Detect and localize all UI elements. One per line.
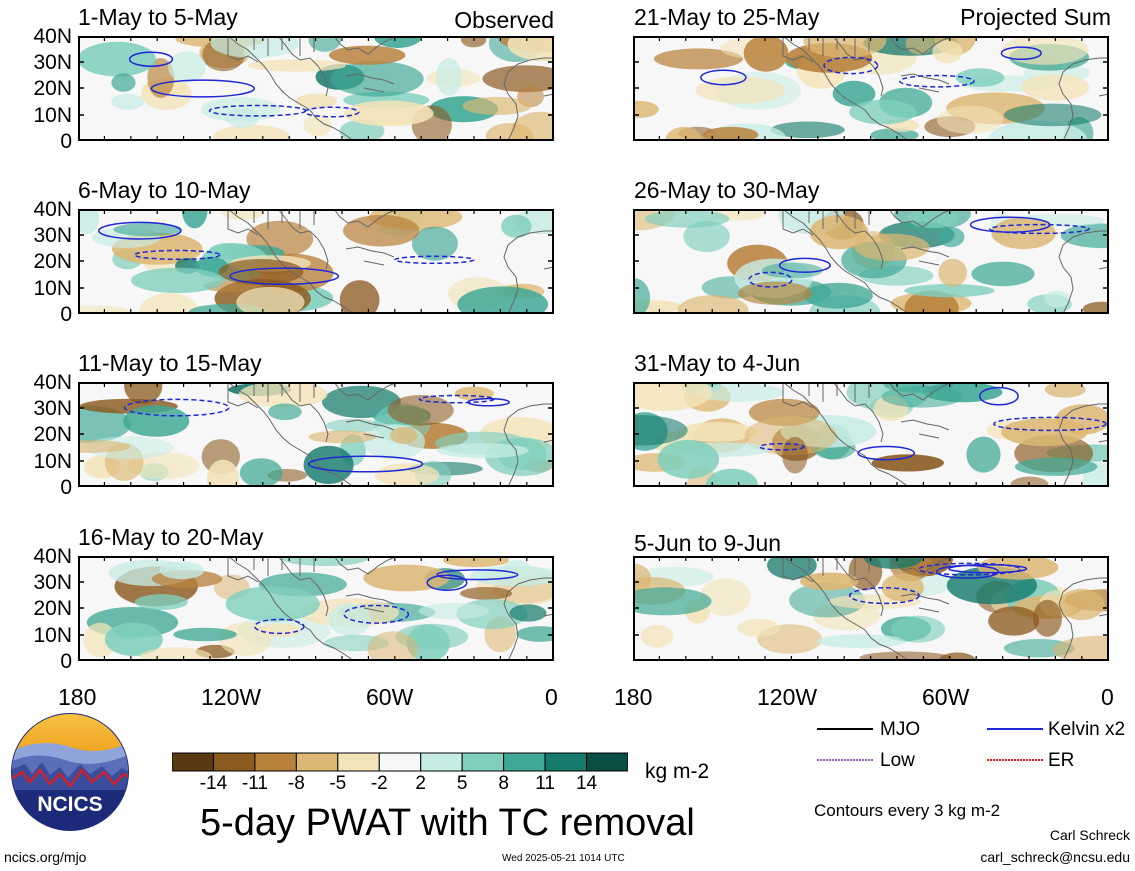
footer-timestamp: Wed 2025-05-21 1014 UTC [502, 853, 625, 864]
footer-email: carl_schreck@ncsu.edu [980, 849, 1130, 865]
lat-label: 30N [33, 51, 72, 74]
colorbar-swatch [212, 752, 256, 772]
panel-title: 21-May to 25-May [634, 4, 820, 30]
lat-label: 40N [33, 371, 72, 394]
main-title: 5-day PWAT with TC removal [200, 802, 695, 844]
footer-author: Carl Schreck [1049, 827, 1130, 843]
map-panel [78, 36, 554, 141]
legend-low-label: Low [880, 750, 915, 771]
lat-label: 0 [60, 303, 72, 326]
colorbar-swatch [171, 752, 214, 772]
legend-kelvin-label: Kelvin x2 [1048, 719, 1126, 740]
colorbar-tick-label: -2 [370, 773, 388, 794]
colorbar-tick-label: -14 [199, 773, 228, 794]
footer-url: ncics.org/mjo [4, 849, 87, 865]
map-panel [78, 556, 554, 661]
lat-label: 10N [33, 277, 72, 300]
colorbar-tick-label: -8 [287, 773, 305, 794]
lon-label-left-120w: 120W [201, 684, 262, 710]
colorbar-swatch [337, 752, 380, 772]
contour-interval-note: Contours every 3 kg m-2 [814, 801, 1001, 820]
lon-label-right-60w: 60W [922, 684, 970, 710]
lon-label-right-180: 180 [614, 684, 653, 710]
lat-label: 0 [60, 130, 72, 153]
lat-label: 20N [33, 77, 72, 100]
legend-mjo-label: MJO [880, 719, 921, 740]
map-panel [633, 382, 1109, 487]
lat-label: 20N [33, 250, 72, 273]
colorbar-swatch [586, 752, 629, 772]
colorbar-swatch [254, 752, 297, 772]
lat-label: 30N [33, 397, 72, 420]
panel-corner-label: Projected Sum [960, 4, 1111, 30]
colorbar-swatch [544, 752, 588, 772]
legend-er-label: ER [1048, 750, 1075, 771]
lat-label: 30N [33, 224, 72, 247]
lon-label-left-180: 180 [58, 684, 97, 710]
map-panel [633, 36, 1109, 141]
colorbar-tick-label: 11 [535, 773, 555, 794]
lat-label: 0 [60, 650, 72, 673]
colorbar-swatch [461, 752, 505, 772]
panel-title: 31-May to 4-Jun [634, 350, 801, 376]
colorbar-tick-label: 2 [415, 773, 426, 794]
lat-label: 20N [33, 423, 72, 446]
map-panel [633, 556, 1109, 661]
colorbar-tick-label: 5 [456, 773, 468, 794]
colorbar-swatch [503, 752, 546, 772]
map-panel [78, 382, 554, 487]
panel-title: 26-May to 30-May [634, 177, 820, 203]
colorbar-tick-label: -11 [241, 773, 268, 794]
colorbar-tick-label: 8 [498, 773, 509, 794]
map-panel [633, 209, 1109, 314]
panel-title: 11-May to 15-May [78, 350, 262, 376]
logo-text: NCICS [37, 793, 102, 816]
map-panel [78, 209, 554, 314]
ncics-logo: NCICS [10, 712, 130, 832]
lon-label-right-120w: 120W [757, 684, 818, 710]
lon-label-right-0: 0 [1101, 684, 1114, 710]
colorbar-swatch [378, 752, 422, 772]
colorbar-swatch [420, 752, 463, 772]
panel-title: 16-May to 20-May [78, 524, 264, 550]
colorbar [171, 751, 629, 778]
lon-label-left-60w: 60W [366, 684, 414, 710]
colorbar-units: kg m-2 [645, 760, 710, 783]
lat-label: 0 [60, 476, 72, 499]
colorbar-tick-label: -5 [329, 773, 347, 794]
colorbar-swatch [295, 752, 339, 772]
lat-label: 10N [33, 104, 72, 127]
lat-label: 40N [33, 198, 72, 221]
panel-title: 5-Jun to 9-Jun [634, 530, 782, 556]
lon-label-left-0: 0 [545, 684, 558, 710]
lat-label: 20N [33, 597, 72, 620]
lat-label: 40N [33, 25, 72, 48]
panel-title: 1-May to 5-May [78, 4, 238, 30]
panel-title: 6-May to 10-May [78, 177, 251, 203]
colorbar-tick-label: 14 [575, 773, 598, 794]
lat-label: 10N [33, 624, 72, 647]
lat-label: 40N [33, 545, 72, 568]
lat-label: 30N [33, 571, 72, 594]
panel-corner-label: Observed [454, 7, 554, 33]
lat-label: 10N [33, 450, 72, 473]
